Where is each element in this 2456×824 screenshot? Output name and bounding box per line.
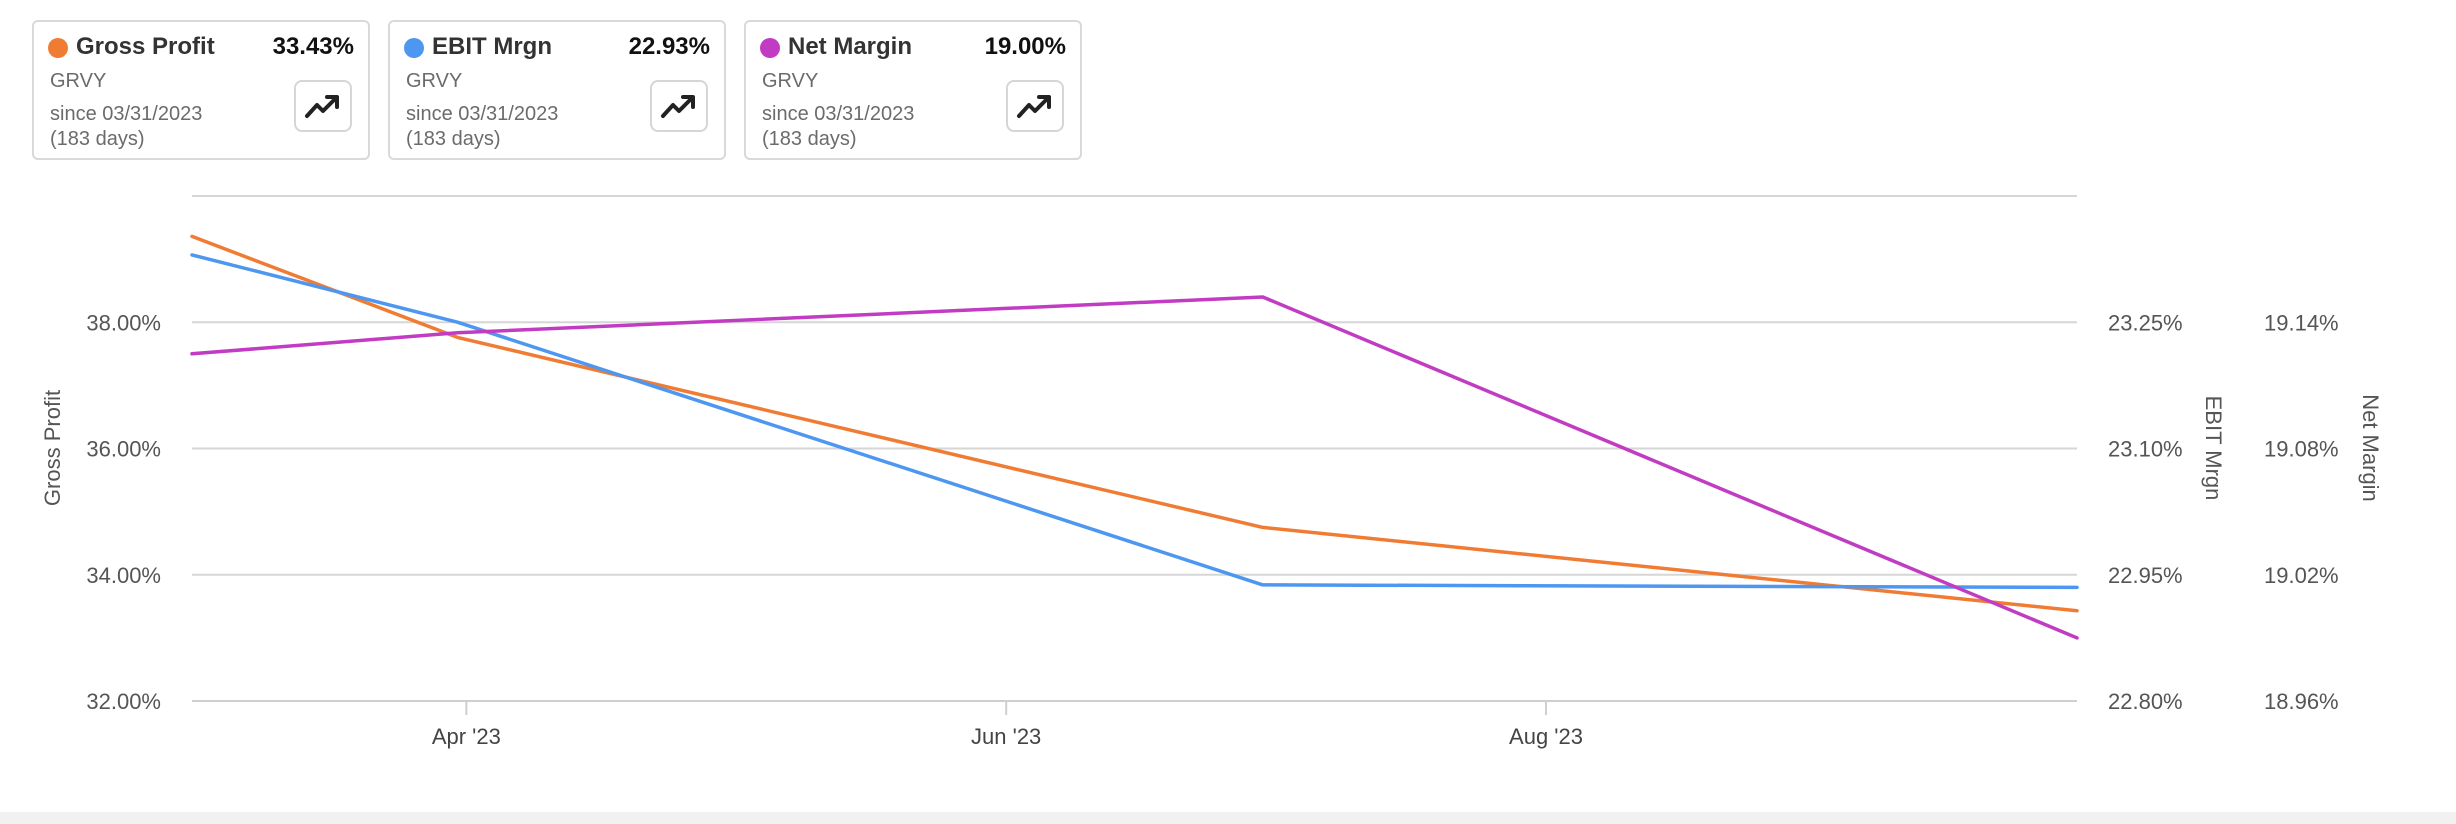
series-line-net-margin <box>190 295 2079 640</box>
y-right1-tick-label: 23.25% <box>2108 310 2183 335</box>
card-value: 33.43% <box>272 33 354 60</box>
series-line-ebit-mrgn <box>190 253 2079 590</box>
card-since: since 03/31/2023 <box>762 103 915 125</box>
y-left-tick-label: 36.00% <box>86 437 161 462</box>
y-right2-axis-title: Net Margin <box>2358 394 2383 502</box>
card-ticker: GRVY <box>406 70 463 92</box>
y-right1-tick-label: 23.10% <box>2108 437 2183 462</box>
card-period: since 03/31/2023 (183 days) <box>50 102 270 152</box>
y-right1-tick-label: 22.95% <box>2108 563 2183 588</box>
card-value: 19.00% <box>984 33 1066 60</box>
card-gross-profit[interactable]: Gross Profit 33.43% GRVY since 03/31/202… <box>32 20 370 160</box>
card-ebit-margin[interactable]: EBIT Mrgn 22.93% GRVY since 03/31/2023 (… <box>388 20 726 160</box>
trending-up-icon <box>661 95 695 118</box>
card-value: 22.93% <box>628 33 710 60</box>
card-title: Gross Profit <box>76 33 215 60</box>
x-tick-label: Aug '23 <box>1509 724 1583 749</box>
card-days: (183 days) <box>50 128 145 150</box>
y-right1-tick-label: 22.80% <box>2108 689 2183 714</box>
card-net-margin[interactable]: Net Margin 19.00% GRVY since 03/31/2023 … <box>744 20 1082 160</box>
y-right2-tick-label: 19.02% <box>2264 563 2339 588</box>
card-ticker: GRVY <box>50 70 107 92</box>
page-bottom-band <box>0 812 2456 824</box>
trending-up-icon <box>305 95 339 118</box>
trend-chart-button[interactable] <box>1006 80 1064 132</box>
y-right2-tick-label: 19.08% <box>2264 437 2339 462</box>
card-since: since 03/31/2023 <box>50 103 203 125</box>
card-period: since 03/31/2023 (183 days) <box>406 102 626 152</box>
card-ticker: GRVY <box>762 70 819 92</box>
card-days: (183 days) <box>406 128 501 150</box>
chart-svg: 32.00% 34.00% 36.00% 38.00% 22.80% 22.95% 23.1… <box>40 195 2383 749</box>
y-left-axis-title: Gross Profit <box>40 390 65 506</box>
trend-chart-button[interactable] <box>650 80 708 132</box>
gross-profit-color-dot <box>48 38 68 58</box>
y-right2-tick-label: 18.96% <box>2264 689 2339 714</box>
y-right1-axis-title: EBIT Mrgn <box>2201 396 2226 501</box>
metric-cards: Gross Profit 33.43% GRVY since 03/31/202… <box>0 0 1200 170</box>
y-left-tick-label: 34.00% <box>86 563 161 588</box>
margin-line-chart: 32.00% 34.00% 36.00% 38.00% 22.80% 22.95% 23.1… <box>0 170 2456 810</box>
y-right2-tick-label: 19.14% <box>2264 310 2339 335</box>
card-since: since 03/31/2023 <box>406 103 559 125</box>
trending-up-icon <box>1017 95 1051 118</box>
x-tick-label: Apr '23 <box>432 724 501 749</box>
card-period: since 03/31/2023 (183 days) <box>762 102 982 152</box>
card-days: (183 days) <box>762 128 857 150</box>
y-left-tick-label: 38.00% <box>86 310 161 335</box>
card-title: Net Margin <box>788 33 913 60</box>
trend-chart-button[interactable] <box>294 80 352 132</box>
card-title: EBIT Mrgn <box>432 33 552 60</box>
y-left-tick-label: 32.00% <box>86 689 161 714</box>
x-tick-label: Jun '23 <box>971 724 1041 749</box>
series-line-gross-profit <box>190 234 2079 613</box>
ebit-margin-color-dot <box>404 38 424 58</box>
net-margin-color-dot <box>760 38 780 58</box>
